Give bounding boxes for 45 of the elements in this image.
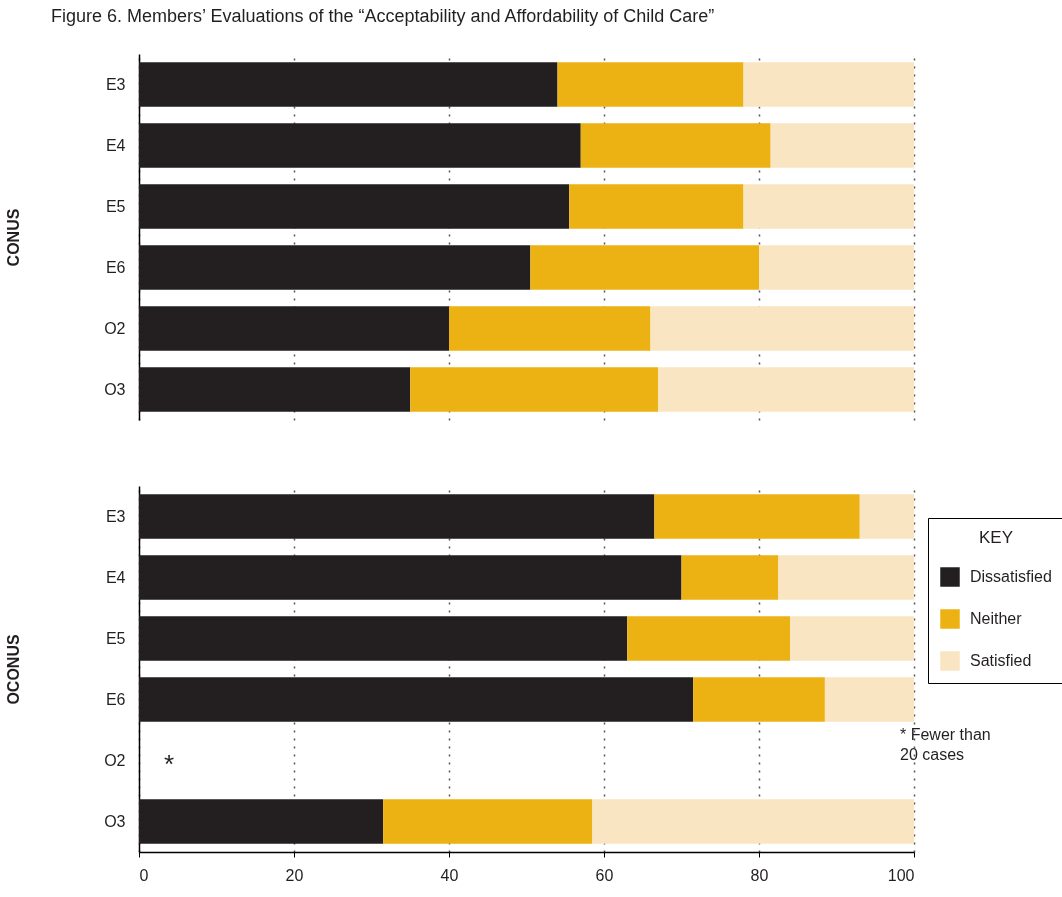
bar [139, 62, 558, 107]
legend-label: Satisfied [970, 652, 1032, 669]
bar [759, 245, 914, 290]
bar [658, 367, 914, 412]
legend-label: Dissatisfied [970, 568, 1052, 585]
x-tick-label: 0 [139, 866, 149, 884]
bar [410, 367, 659, 412]
bar [449, 306, 651, 351]
bar [580, 123, 771, 168]
bar [139, 123, 581, 168]
bar [557, 62, 744, 107]
y-tick-label: E5 [105, 629, 126, 647]
y-tick-label: E6 [105, 690, 126, 708]
y-tick-label: E3 [105, 75, 126, 93]
x-tick-label: 60 [595, 866, 614, 884]
chart-title: Figure 6. Members’ Evaluations of the “Acceptability and Affordability of Child Care” [51, 6, 715, 26]
bar [139, 306, 449, 351]
x-tick-label: 40 [440, 866, 459, 884]
y-tick-label: E5 [105, 197, 126, 215]
legend-label: Neither [970, 610, 1023, 627]
x-tick-label: 80 [750, 866, 769, 884]
y-tick-label: O2 [104, 319, 126, 337]
y-axis-title: OCONUS [4, 634, 22, 705]
bar [569, 184, 744, 229]
bar [139, 367, 411, 412]
bar [743, 184, 914, 229]
annotation: * Fewer than 20 cases [900, 725, 992, 765]
y-tick-label: E4 [105, 568, 126, 586]
y-axis-title: CONUS [4, 208, 22, 267]
bar [139, 184, 570, 229]
x-tick-label: 20 [285, 866, 304, 884]
y-tick-label: O2 [104, 751, 126, 769]
annotation: * [163, 748, 175, 779]
y-tick-label: E6 [105, 258, 126, 276]
bar [650, 306, 914, 351]
bar [743, 62, 914, 107]
y-tick-label: O3 [104, 812, 126, 830]
bar [770, 123, 914, 168]
y-tick-label: E3 [105, 507, 126, 525]
legend-title: KEY [978, 528, 1014, 547]
bar [530, 245, 759, 290]
x-tick-label: 100 [887, 866, 915, 884]
bar [139, 245, 531, 290]
y-tick-label: O3 [104, 380, 126, 398]
y-tick-label: E4 [105, 136, 126, 154]
